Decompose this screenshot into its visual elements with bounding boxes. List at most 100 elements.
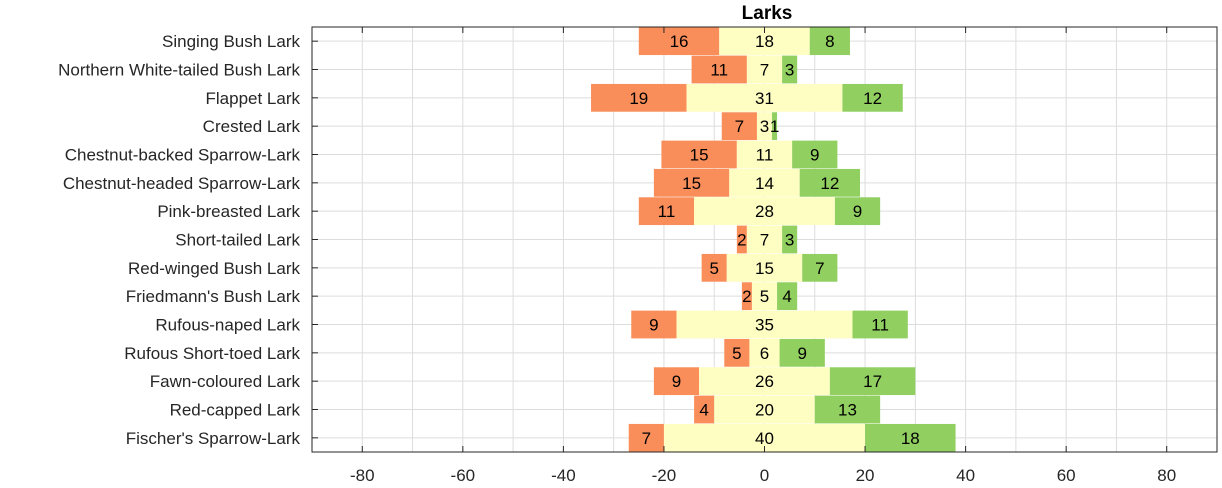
bar-segment-3 bbox=[814, 395, 881, 424]
data-label: 17 bbox=[863, 372, 882, 391]
bar-segment-3 bbox=[779, 338, 825, 367]
y-tick-label: Fawn-coloured Lark bbox=[150, 372, 301, 391]
chart-title: Larks bbox=[742, 3, 793, 24]
data-label: 11 bbox=[871, 316, 889, 335]
x-tick-label: -40 bbox=[551, 466, 576, 483]
data-label: 9 bbox=[810, 146, 819, 165]
data-label: 28 bbox=[755, 202, 774, 221]
bar-segment-2 bbox=[746, 225, 783, 254]
bar-segment-2 bbox=[714, 395, 815, 424]
bar-segment-3 bbox=[782, 225, 798, 254]
bar-segment-1 bbox=[638, 197, 695, 226]
data-label: 3 bbox=[760, 117, 769, 136]
bar-segment-2 bbox=[746, 55, 783, 84]
y-tick-label: Pink-breasted Lark bbox=[157, 202, 300, 221]
data-label: 5 bbox=[760, 287, 769, 306]
data-label: 15 bbox=[755, 259, 774, 278]
y-tick-label: Rufous Short-toed Lark bbox=[124, 344, 300, 363]
data-label: 31 bbox=[755, 89, 774, 108]
bar-segment-1 bbox=[721, 112, 757, 141]
bar-segment-1 bbox=[638, 27, 720, 56]
bar-segment-2 bbox=[694, 197, 835, 226]
bar-segment-3 bbox=[777, 282, 798, 311]
x-tick-label: 40 bbox=[956, 466, 975, 483]
data-label: 5 bbox=[709, 259, 718, 278]
y-tick-label: Red-capped Lark bbox=[170, 401, 301, 420]
bar-segment-3 bbox=[792, 140, 838, 169]
data-label: 20 bbox=[755, 401, 774, 420]
bar-segment-2 bbox=[736, 140, 793, 169]
data-label: 2 bbox=[737, 231, 746, 250]
bar-segment-3 bbox=[865, 423, 956, 452]
data-label: 35 bbox=[755, 316, 774, 335]
data-label: 3 bbox=[785, 231, 794, 250]
data-label: 26 bbox=[755, 372, 774, 391]
data-label: 1 bbox=[770, 117, 779, 136]
bar-segment-1 bbox=[653, 367, 700, 396]
y-tick-label: Flappet Lark bbox=[206, 89, 301, 108]
bar-segment-3 bbox=[772, 112, 778, 141]
bar-segment-2 bbox=[699, 367, 830, 396]
bar-segment-1 bbox=[691, 55, 747, 84]
data-label: 16 bbox=[670, 32, 689, 51]
bar-segment-2 bbox=[676, 310, 853, 339]
data-label: 9 bbox=[672, 372, 681, 391]
data-label: 2 bbox=[742, 287, 751, 306]
data-label: 14 bbox=[755, 174, 774, 193]
bar-segment-1 bbox=[694, 395, 715, 424]
data-label: 7 bbox=[815, 259, 824, 278]
y-tick-label: Crested Lark bbox=[203, 117, 301, 136]
bar-segment-3 bbox=[852, 310, 908, 339]
y-axis: Singing Bush Lark Northern White-tailed B… bbox=[58, 32, 318, 448]
bar-segment-3 bbox=[809, 27, 850, 56]
data-label: 7 bbox=[760, 61, 769, 80]
x-tick-label: -20 bbox=[652, 466, 677, 483]
data-label: 11 bbox=[658, 202, 676, 221]
data-label: 7 bbox=[735, 117, 744, 136]
bar-segment-2 bbox=[751, 282, 778, 311]
x-tick-label: -80 bbox=[350, 466, 375, 483]
data-label: 4 bbox=[699, 401, 708, 420]
bar-segment-2 bbox=[749, 338, 780, 367]
data-label: 18 bbox=[901, 429, 920, 448]
y-tick-label: Friedmann's Bush Lark bbox=[126, 287, 301, 306]
bar-segment-1 bbox=[591, 83, 687, 112]
x-axis: -80 -60 -40 -20 0 20 40 60 80 bbox=[350, 27, 1176, 485]
data-label: 6 bbox=[760, 344, 769, 363]
x-tick-label: -60 bbox=[451, 466, 476, 483]
bar-segment-2 bbox=[686, 83, 843, 112]
data-label: 13 bbox=[838, 401, 857, 420]
bar-segment-2 bbox=[726, 253, 803, 282]
data-label: 3 bbox=[785, 61, 794, 80]
bar-segment-1 bbox=[631, 310, 677, 339]
bar-segment-3 bbox=[842, 83, 903, 112]
y-tick-label: Short-tailed Lark bbox=[175, 231, 300, 250]
data-label: 19 bbox=[629, 89, 648, 108]
data-label: 11 bbox=[710, 61, 728, 80]
bar-segment-1 bbox=[701, 253, 727, 282]
x-tick-label: 20 bbox=[856, 466, 875, 483]
x-tick-label: 0 bbox=[760, 466, 769, 483]
bar-segment-2 bbox=[756, 112, 773, 141]
bar-segment-1 bbox=[741, 282, 752, 311]
bars bbox=[591, 27, 956, 452]
data-label: 12 bbox=[863, 89, 882, 108]
data-label: 9 bbox=[853, 202, 862, 221]
y-tick-label: Chestnut-headed Sparrow-Lark bbox=[63, 174, 301, 193]
x-tick-label: 60 bbox=[1057, 466, 1076, 483]
y-tick-label: Singing Bush Lark bbox=[162, 32, 300, 51]
x-tick-label: 80 bbox=[1157, 466, 1176, 483]
data-label: 12 bbox=[820, 174, 839, 193]
data-label: 15 bbox=[682, 174, 701, 193]
data-label: 15 bbox=[690, 146, 709, 165]
bar-segment-3 bbox=[829, 367, 916, 396]
bar-segment-1 bbox=[653, 168, 730, 197]
data-label: 18 bbox=[755, 32, 774, 51]
data-label: 5 bbox=[732, 344, 741, 363]
y-tick-label: Northern White-tailed Bush Lark bbox=[58, 61, 300, 80]
y-tick-label: Red-winged Bush Lark bbox=[128, 259, 300, 278]
data-label: 8 bbox=[825, 32, 834, 51]
data-label: 9 bbox=[797, 344, 806, 363]
